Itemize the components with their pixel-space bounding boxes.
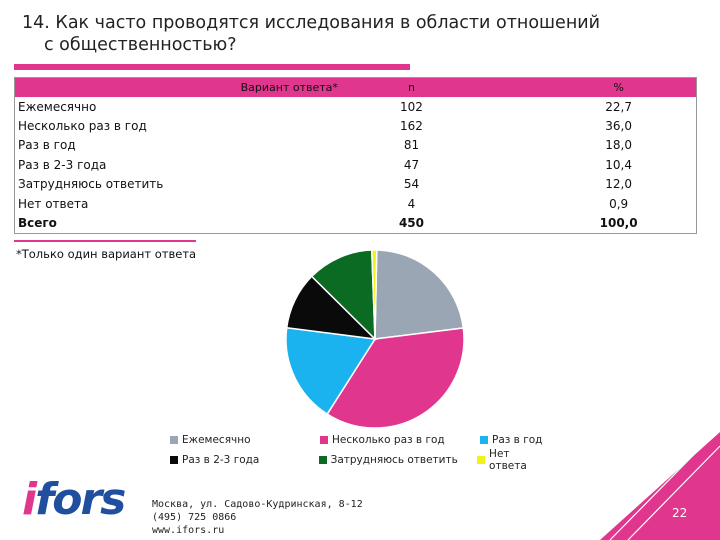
corner-line xyxy=(627,445,720,540)
legend-item: Ежемесячно xyxy=(170,434,320,446)
legend-item: Затрудняюсь ответить xyxy=(318,454,478,466)
row-label: Раз в год xyxy=(18,138,76,153)
header-n: n xyxy=(349,77,474,97)
legend-swatch xyxy=(318,456,327,464)
contact-address: Москва, ул. Садово-Кудринская, 8-12 (495… xyxy=(152,498,363,537)
address-phone: (495) 725 0866 xyxy=(152,512,237,523)
legend-swatch xyxy=(170,436,178,444)
footnote: *Только один вариант ответа xyxy=(16,247,197,261)
chart-legend: Ежемесячно Несколько раз в год Раз в год… xyxy=(170,430,550,472)
corner-triangle xyxy=(600,432,720,540)
pie-slice xyxy=(374,249,465,340)
legend-swatch xyxy=(480,436,488,444)
row-n: 81 xyxy=(403,138,420,153)
pie-chart xyxy=(285,249,465,429)
pie-slice xyxy=(285,326,377,416)
table-row: Раз в 2-3 года 47 10,4 xyxy=(14,155,697,174)
legend-row: Раз в 2-3 года Затрудняюсь ответить Нет … xyxy=(170,448,550,472)
row-n: 47 xyxy=(403,157,420,172)
legend-label: Нет ответа xyxy=(489,448,527,472)
legend-label: Затрудняюсь ответить xyxy=(330,454,458,466)
row-label: Раз в 2-3 года xyxy=(18,157,107,172)
row-percent: 22,7 xyxy=(605,99,632,114)
legend-item: Раз в 2-3 года xyxy=(170,454,319,466)
table-row: Раз в год 81 18,0 xyxy=(14,136,697,155)
legend-item: Раз в год xyxy=(480,434,542,446)
results-table: Вариант ответа* n % Ежемесячно 102 22,7 … xyxy=(14,77,697,233)
note-underline xyxy=(14,240,196,242)
corner-decoration xyxy=(600,432,720,540)
table-row: Ежемесячно 102 22,7 xyxy=(14,97,697,116)
legend-label: Несколько раз в год xyxy=(332,434,445,446)
row-n: 54 xyxy=(403,177,420,192)
title-line-1: 14. Как часто проводятся исследования в … xyxy=(22,13,601,33)
total-percent: 100,0 xyxy=(599,216,638,231)
table-row: Несколько раз в год 162 36,0 xyxy=(14,116,697,135)
pie-slice xyxy=(370,249,378,340)
row-label: Несколько раз в год xyxy=(18,119,147,134)
row-label: Затрудняюсь ответить xyxy=(18,177,164,192)
pie-slice xyxy=(310,249,376,341)
table-header-row: Вариант ответа* n % xyxy=(14,77,697,97)
row-label: Ежемесячно xyxy=(18,99,97,114)
legend-label: Ежемесячно xyxy=(182,434,251,446)
table-row: Затрудняюсь ответить 54 12,0 xyxy=(14,175,697,194)
pie-slice xyxy=(326,327,465,429)
row-percent: 36,0 xyxy=(605,119,632,134)
legend-swatch xyxy=(320,436,328,444)
legend-row: Ежемесячно Несколько раз в год Раз в год xyxy=(170,430,550,450)
corner-line xyxy=(609,432,717,540)
legend-swatch xyxy=(170,456,178,464)
row-n: 4 xyxy=(407,196,416,211)
legend-item: Несколько раз в год xyxy=(320,434,480,446)
title-underline xyxy=(14,64,410,70)
address-street: Москва, ул. Садово-Кудринская, 8-12 xyxy=(152,499,363,510)
table-row: Нет ответа 4 0,9 xyxy=(14,194,697,213)
title-line-2: с общественностью? xyxy=(44,35,237,55)
total-label: Всего xyxy=(18,216,57,231)
table-total-row: Всего 450 100,0 xyxy=(14,213,697,232)
total-n: 450 xyxy=(398,216,424,231)
legend-label: Раз в 2-3 года xyxy=(182,454,260,466)
address-website: www.ifors.ru xyxy=(152,525,225,536)
row-percent: 18,0 xyxy=(605,138,632,153)
row-n: 162 xyxy=(400,119,423,134)
header-percent: % xyxy=(540,77,697,97)
row-percent: 0,9 xyxy=(609,196,629,211)
row-percent: 12,0 xyxy=(605,177,632,192)
page-number: 22 xyxy=(672,506,688,520)
legend-label: Раз в год xyxy=(492,434,543,446)
legend-item: Нет ответа xyxy=(477,448,550,472)
page-title: 14. Как часто проводятся исследования в … xyxy=(22,12,642,56)
legend-swatch xyxy=(477,456,486,464)
row-n: 102 xyxy=(400,99,423,114)
ifors-logo: ifors xyxy=(22,474,126,525)
row-label: Нет ответа xyxy=(18,196,89,211)
header-answer: Вариант ответа* xyxy=(14,77,350,97)
header-gap xyxy=(473,77,541,97)
row-percent: 10,4 xyxy=(605,157,632,172)
